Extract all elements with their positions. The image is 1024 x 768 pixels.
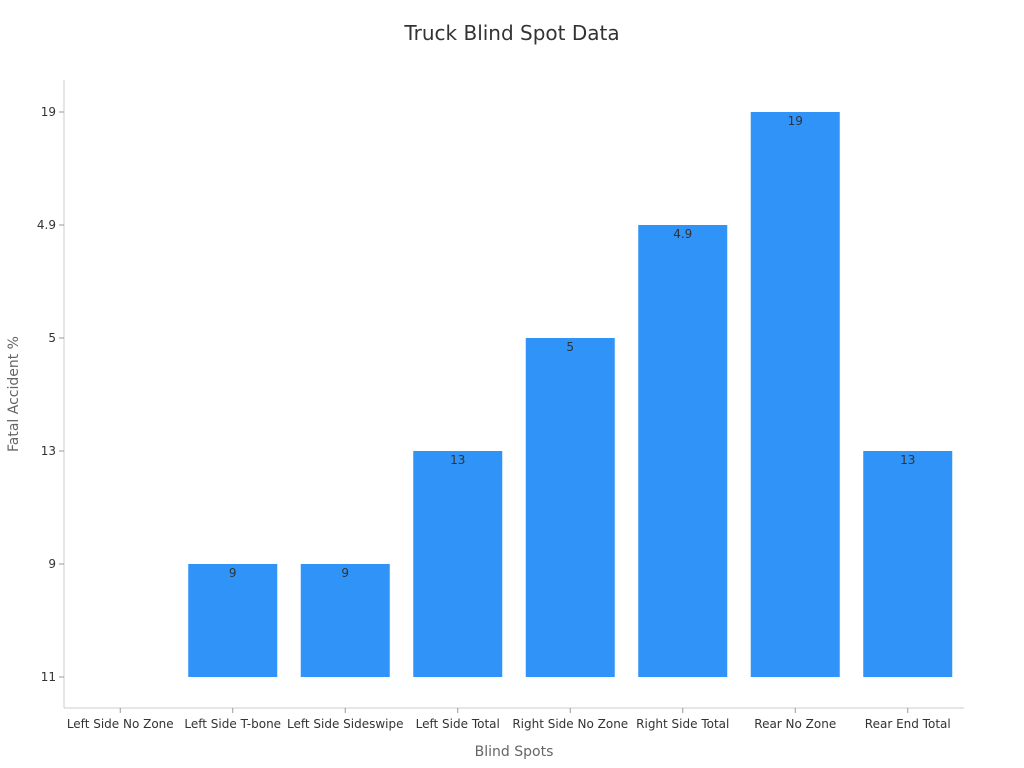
bar-data-labels: 9 9 13 5 4.9 19 13 [229,114,915,580]
x-tick-label: Right Side Total [636,717,729,731]
y-axis-title: Fatal Accident % [6,336,22,452]
bar-data-label: 19 [788,114,803,128]
y-tick-label: 11 [41,670,56,684]
bar-data-label: 9 [229,566,237,580]
x-axis-title: Blind Spots [475,744,554,760]
bar-data-label: 13 [900,453,915,467]
bar-left-side-t-bone[interactable] [188,564,278,677]
y-tick-label: 9 [48,557,56,571]
bar-series [188,112,953,677]
y-axis-ticks: 11 9 13 5 4.9 19 [37,105,64,684]
x-tick-label: Left Side Sideswipe [287,717,404,731]
bar-rear-end-total[interactable] [863,451,953,677]
bar-right-side-no-zone[interactable] [525,338,615,677]
bar-right-side-total[interactable] [638,225,728,677]
x-axis-ticks: Left Side No Zone Left Side T-bone Left Si… [67,708,951,731]
bar-left-side-total[interactable] [413,451,503,677]
y-tick-label: 19 [41,105,56,119]
x-tick-label: Left Side Total [416,717,500,731]
y-tick-label: 13 [41,444,56,458]
bar-data-label: 5 [566,340,574,354]
chart-title: Truck Blind Spot Data [403,21,619,45]
bar-data-label: 9 [341,566,349,580]
x-tick-label: Left Side T-bone [184,717,281,731]
bar-left-side-sideswipe[interactable] [300,564,390,677]
bar-rear-no-zone[interactable] [750,112,840,677]
y-tick-label: 5 [48,331,56,345]
x-tick-label: Rear End Total [865,717,951,731]
x-tick-label: Left Side No Zone [67,717,174,731]
y-tick-label: 4.9 [37,218,56,232]
bar-data-label: 13 [450,453,465,467]
x-tick-label: Rear No Zone [754,717,836,731]
x-tick-label: Right Side No Zone [512,717,628,731]
bar-data-label: 4.9 [673,227,692,241]
